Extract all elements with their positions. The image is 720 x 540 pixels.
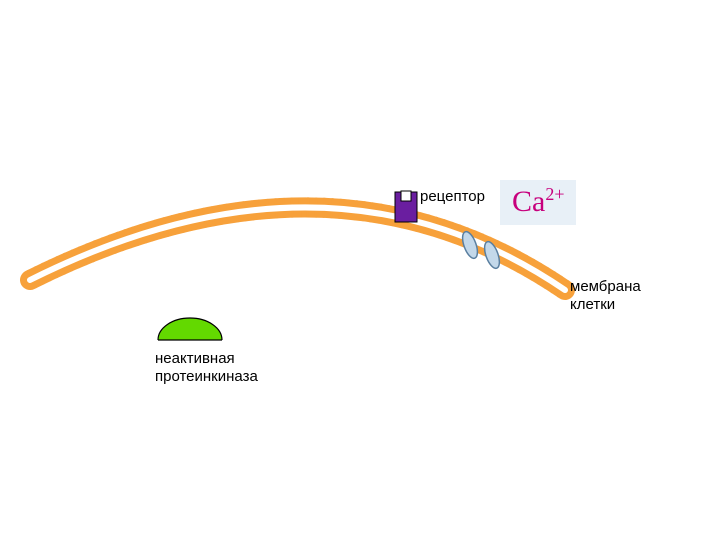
diagram-svg [0, 0, 720, 540]
calcium-label: Са2+ [512, 185, 564, 218]
receptor-label: рецептор [420, 188, 485, 206]
kinase-label: неактивная протеинкиназа [155, 350, 258, 386]
membrane-label: мембрана клетки [570, 278, 641, 314]
diagram-stage: Са2+ рецептор мембрана клетки неактивная… [0, 0, 720, 540]
calcium-label-box: Са2+ [500, 180, 576, 225]
receptor [395, 191, 417, 222]
